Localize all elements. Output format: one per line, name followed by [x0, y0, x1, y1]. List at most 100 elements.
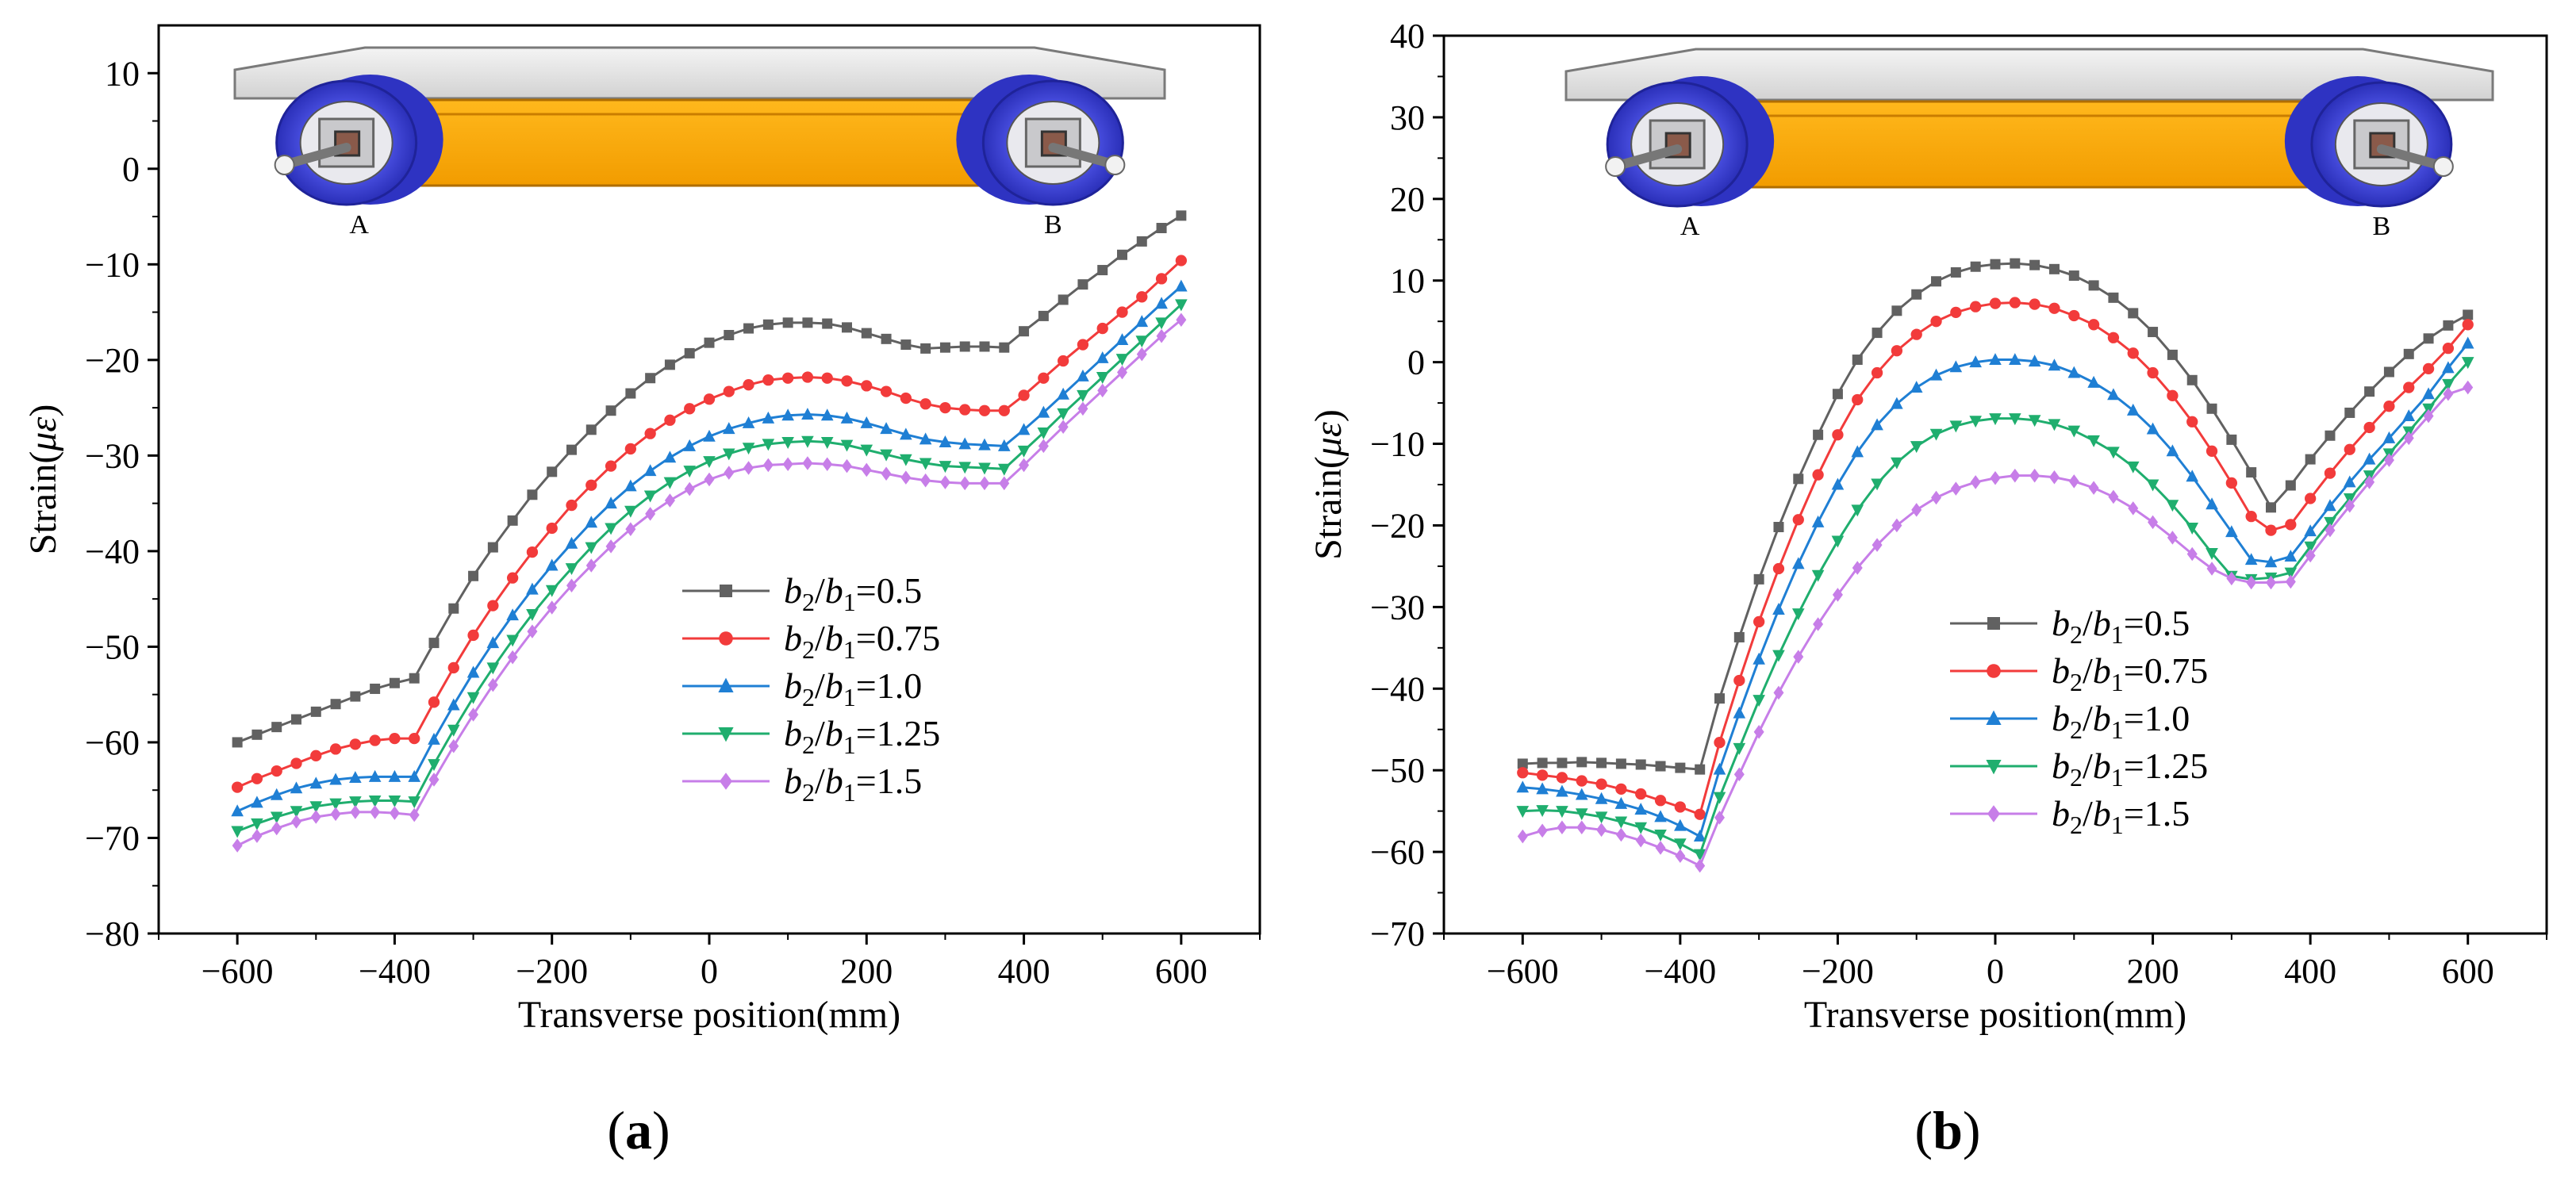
legend-marker: [1986, 760, 2002, 775]
data-point: [232, 737, 243, 748]
data-point: [762, 374, 774, 386]
data-point: [1517, 829, 1528, 844]
data-point: [625, 522, 636, 536]
data-point: [2048, 358, 2061, 371]
legend-label: b2/b1=1.0: [2052, 698, 2190, 744]
data-point: [2324, 467, 2336, 479]
data-point: [1871, 366, 1883, 379]
data-point: [979, 476, 990, 491]
data-point: [1733, 742, 1746, 755]
series-1_5: [232, 312, 1187, 853]
data-point: [1536, 769, 1549, 781]
data-point: [624, 479, 637, 492]
data-point: [2009, 297, 2021, 309]
data-point: [1596, 822, 1607, 838]
data-point: [1037, 427, 1050, 439]
data-point: [1969, 416, 1982, 428]
data-point: [1813, 617, 1824, 631]
data-point: [2285, 574, 2296, 589]
data-point: [1970, 475, 1981, 489]
data-point: [605, 539, 616, 554]
data-point: [2206, 403, 2217, 414]
data-point: [1155, 317, 1168, 330]
x-axis-label: Transverse position(mm): [1804, 994, 2186, 1036]
steel-beam: [410, 98, 989, 187]
y-tick-label: −70: [85, 819, 140, 857]
data-point: [1155, 297, 1168, 309]
data-point: [2107, 388, 2120, 401]
data-point: [645, 507, 656, 521]
data-point: [2029, 259, 2040, 270]
data-point: [722, 422, 735, 435]
data-point: [2126, 403, 2140, 416]
data-point: [781, 408, 794, 421]
data-point: [2186, 374, 2198, 385]
data-point: [643, 464, 657, 477]
data-point: [1556, 784, 1568, 797]
data-point: [487, 600, 499, 612]
data-point: [2264, 555, 2278, 568]
y-axis-label-suffix: ): [1307, 409, 1349, 422]
data-point: [959, 341, 970, 352]
data-point: [428, 759, 440, 772]
data-point: [742, 443, 755, 455]
data-point: [861, 462, 872, 477]
data-point: [1635, 759, 1646, 770]
data-point: [664, 414, 676, 426]
data-point: [1634, 822, 1648, 834]
data-point: [684, 403, 696, 415]
data-point: [547, 600, 558, 615]
series-0_5: [1517, 258, 2474, 775]
data-point: [2226, 434, 2237, 445]
data-point: [232, 838, 243, 853]
data-point: [389, 732, 401, 745]
data-point: [1537, 757, 1548, 769]
data-point: [2068, 270, 2079, 282]
data-point: [2010, 468, 2021, 483]
data-point: [349, 796, 362, 809]
data-point: [1018, 389, 1030, 401]
data-point: [1733, 674, 1745, 687]
data-point: [585, 558, 597, 573]
data-point: [703, 429, 716, 442]
data-point: [2088, 481, 2099, 495]
data-point: [506, 635, 519, 647]
x-axis-label: Transverse position(mm): [518, 994, 900, 1036]
data-point: [2067, 425, 2081, 438]
data-point: [1037, 405, 1050, 418]
data-point: [2245, 510, 2257, 523]
data-point: [2383, 401, 2395, 412]
data-point: [547, 466, 558, 477]
data-point: [2305, 548, 2316, 563]
x-tick-label: −400: [1644, 952, 1716, 991]
data-point: [2305, 454, 2316, 465]
data-point: [2029, 298, 2040, 310]
data-point: [1911, 503, 1922, 517]
data-point: [781, 372, 794, 384]
series-1_0: [231, 279, 1188, 817]
data-point: [1989, 413, 2002, 426]
y-tick-label: −60: [1370, 833, 1425, 872]
data-point: [1176, 210, 1187, 221]
y-tick-label: −50: [85, 627, 140, 666]
data-point: [2266, 575, 2276, 590]
axle-end-cap: [1104, 155, 1126, 175]
legend-label: b2/b1=1.5: [2052, 793, 2190, 839]
data-point: [1038, 310, 1049, 321]
data-point: [762, 319, 774, 330]
deck-plate: [1564, 48, 2494, 102]
x-tick-label: 200: [2127, 952, 2179, 991]
data-point: [723, 385, 735, 397]
data-point: [1791, 557, 1805, 569]
data-point: [349, 738, 362, 750]
data-point: [722, 448, 735, 461]
data-point: [2265, 524, 2277, 536]
data-point: [2068, 309, 2080, 322]
data-point: [527, 489, 538, 500]
data-point: [1595, 811, 1608, 824]
y-axis-label: Strain(με): [1307, 409, 1349, 560]
data-point: [2067, 366, 2081, 378]
data-point: [506, 608, 519, 621]
data-point: [1773, 522, 1784, 533]
data-point: [900, 392, 912, 404]
